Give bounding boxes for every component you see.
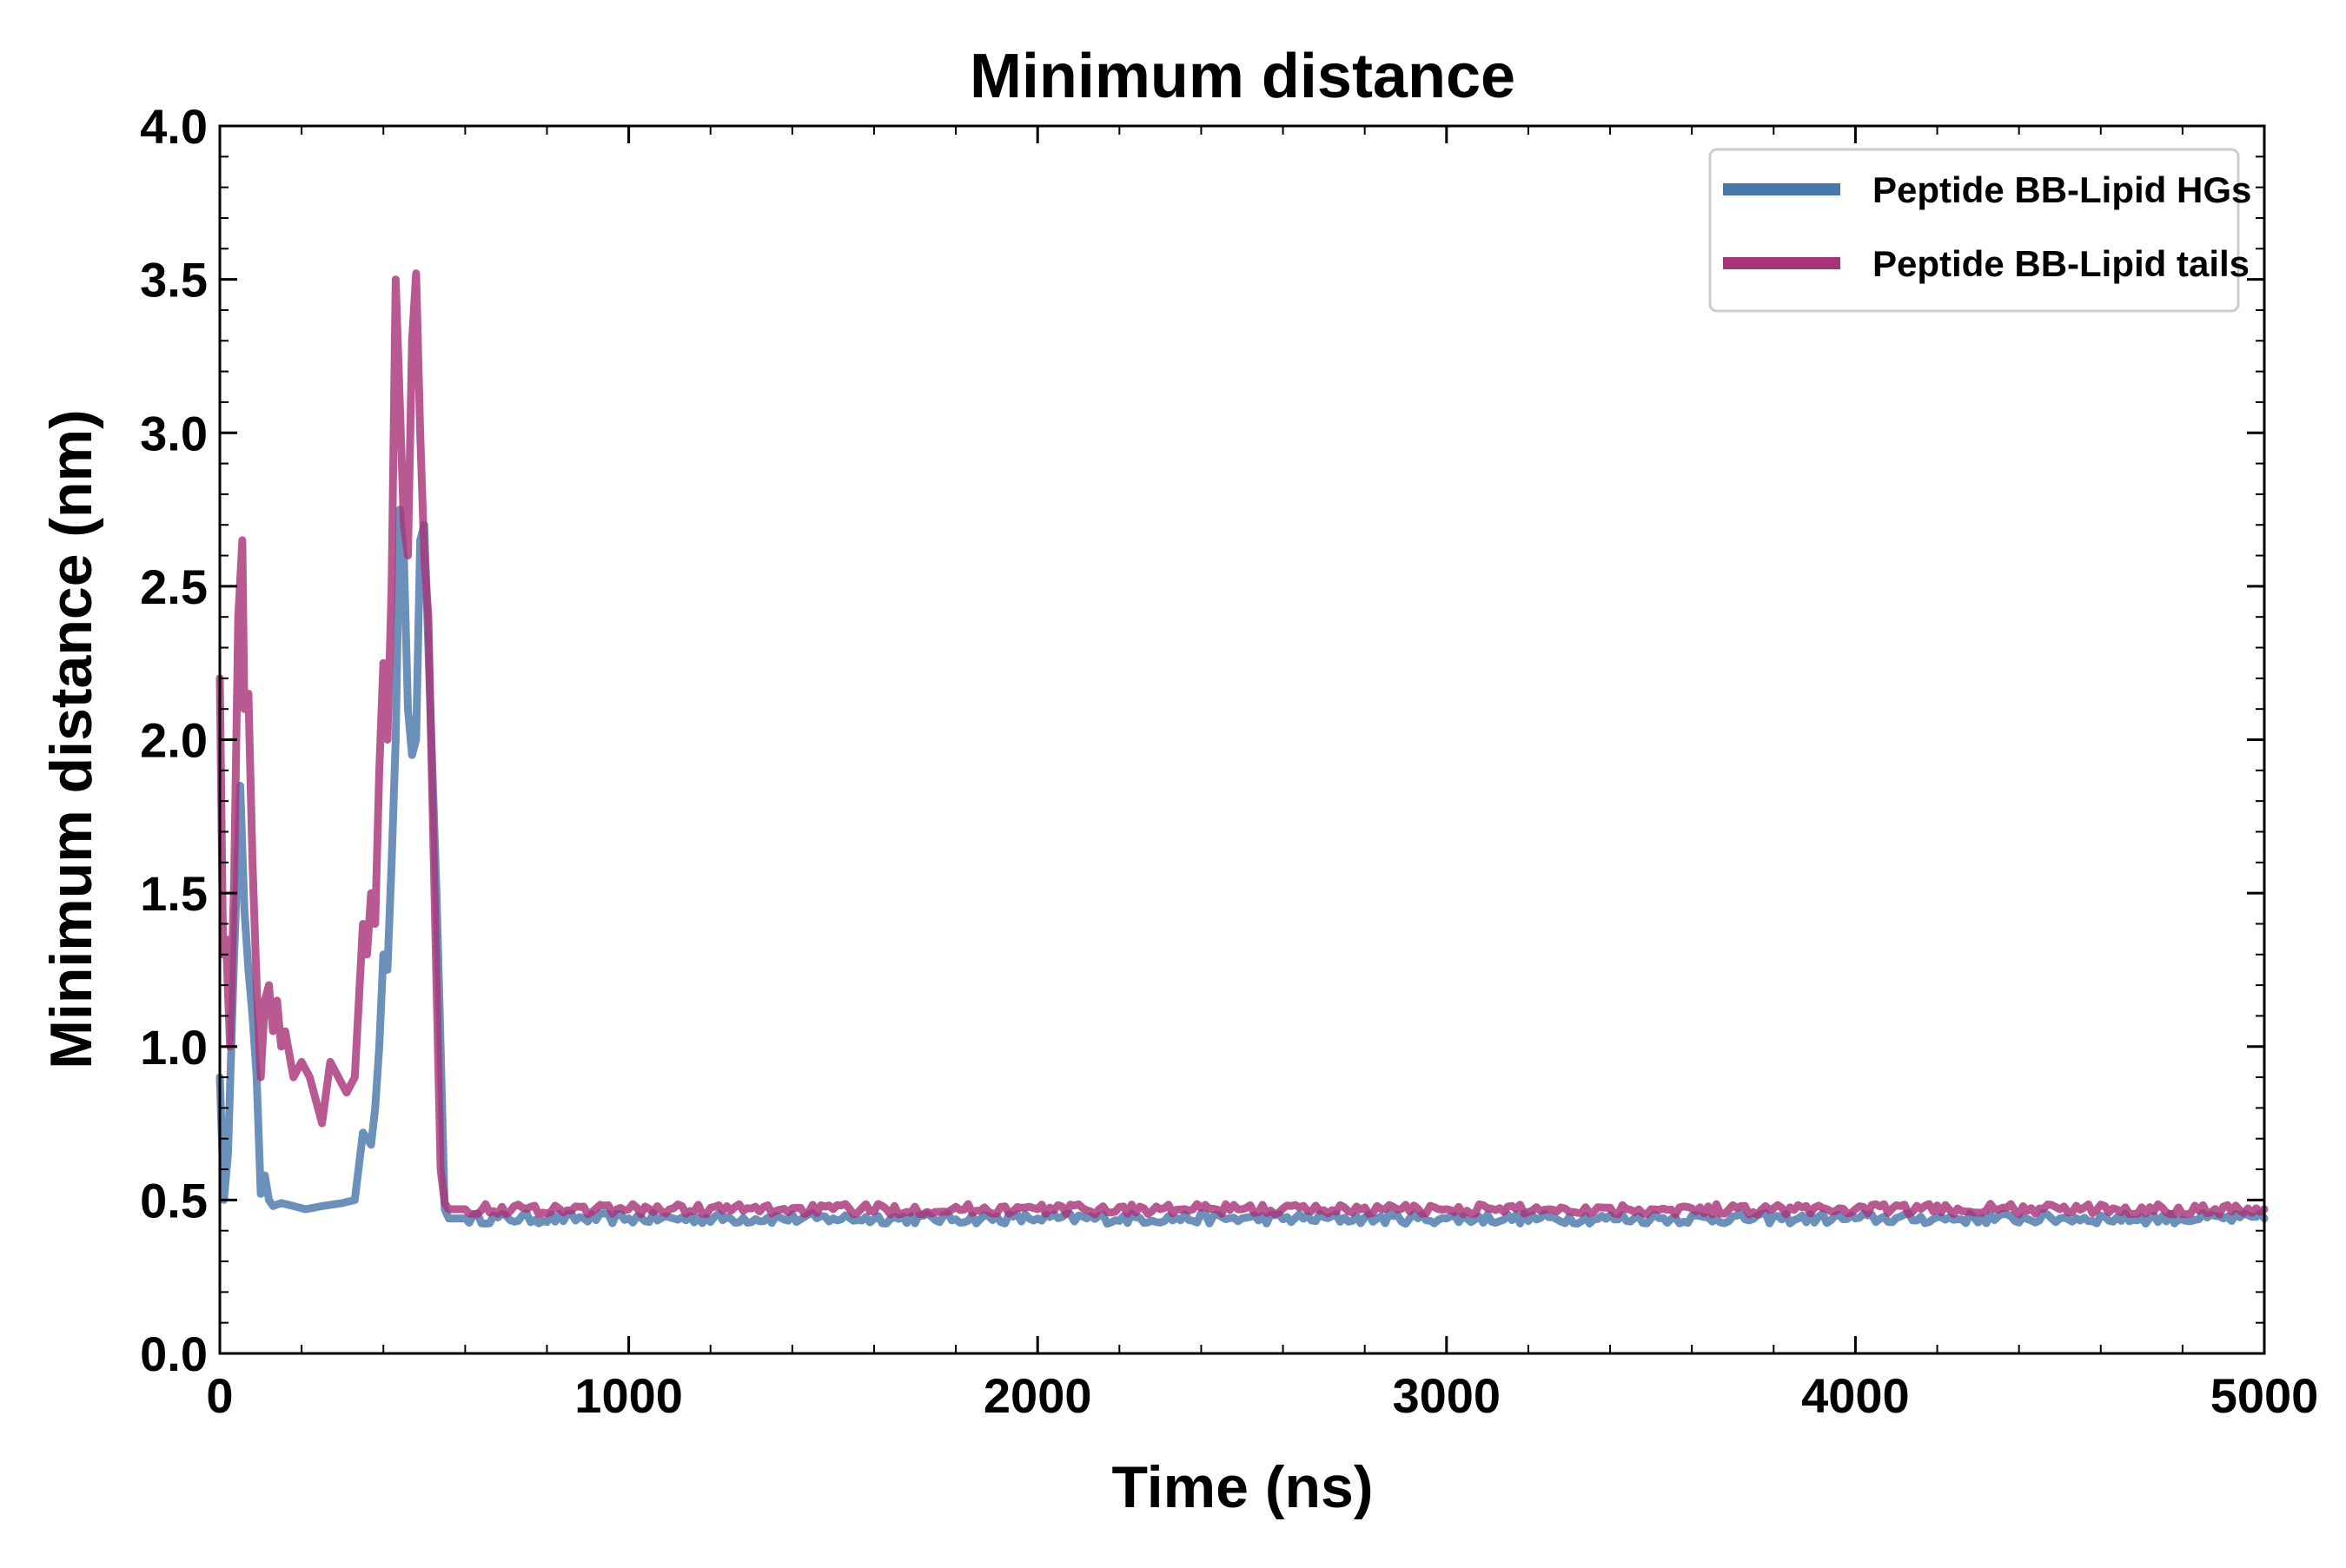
x-tick-label: 2000 (984, 1368, 1092, 1423)
y-tick-label: 0.5 (140, 1173, 208, 1227)
series-line-tails (215, 269, 2269, 1219)
x-tick-label: 1000 (574, 1368, 683, 1423)
x-tick-label: 3000 (1393, 1368, 1501, 1423)
x-tick-label: 5000 (2210, 1368, 2319, 1423)
series-layer (215, 269, 2269, 1228)
ticks-layer: 0 1000 2000 3000 4000 5000 0.0 0.5 1.0 1.5 2.0 2.5 3… (140, 99, 2318, 1423)
x-axis-label: Time (ns) (1111, 1454, 1373, 1520)
chart-title: Minimum distance (970, 42, 1515, 111)
y-axis-label: Minimum distance (nm) (38, 409, 104, 1068)
plot-frame (218, 124, 2266, 1355)
legend-label-hgs: Peptide BB-Lipid HGs (1872, 169, 2251, 210)
y-tick-label: 0.0 (140, 1327, 208, 1381)
y-tick-label: 3.5 (140, 253, 208, 308)
y-tick-label: 3.0 (140, 406, 208, 460)
legend-box (1708, 148, 2240, 313)
series-line-hgs (215, 506, 2269, 1228)
legend-label-tails: Peptide BB-Lipid tails (1872, 243, 2250, 284)
x-tick-label: 4000 (1801, 1368, 1910, 1423)
y-tick-label: 1.0 (140, 1020, 208, 1075)
legend: Peptide BB-Lipid HGs Peptide BB-Lipid ta… (1708, 148, 2251, 313)
y-tick-label: 2.5 (140, 559, 208, 614)
x-tick-label: 0 (206, 1368, 233, 1423)
y-tick-label: 2.0 (140, 713, 208, 768)
y-tick-label: 1.5 (140, 866, 208, 921)
y-tick-label: 4.0 (140, 99, 208, 154)
